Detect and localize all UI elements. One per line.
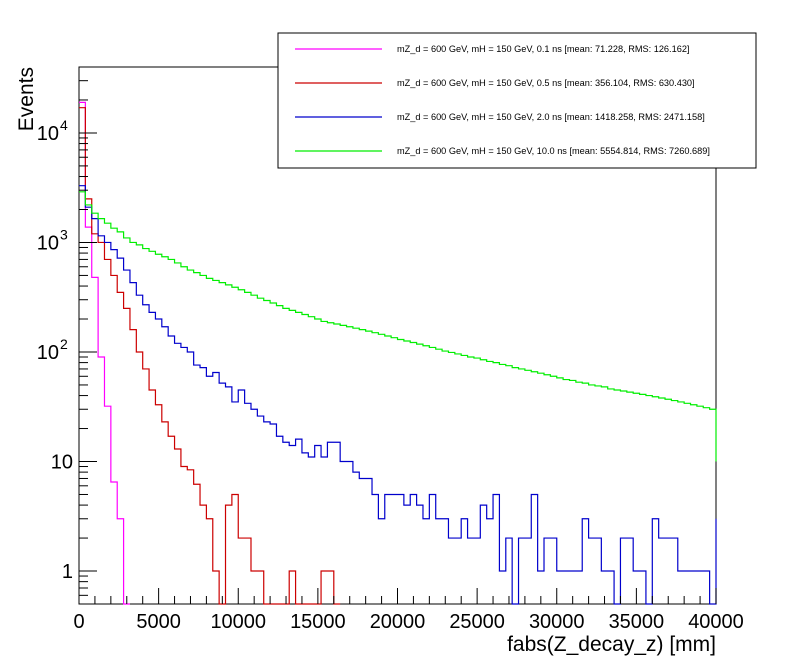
- y-axis-title: Events: [15, 67, 38, 131]
- series-line-4: [79, 191, 717, 462]
- x-tick-label: 25000: [449, 611, 505, 633]
- x-tick-label: 15000: [290, 611, 346, 633]
- x-tick-label: 35000: [609, 611, 665, 633]
- y-tick-label: 10: [51, 452, 73, 474]
- y-tick-exponent: 3: [60, 226, 68, 242]
- x-tick-label: 20000: [370, 611, 426, 633]
- y-tick-label: 10: [37, 123, 59, 145]
- x-tick-label: 40000: [688, 611, 744, 633]
- legend-entries: mZ_d = 600 GeV, mH = 150 GeV, 0.1 ns [me…: [295, 44, 710, 156]
- x-tick-label: 10000: [210, 611, 266, 633]
- legend-box: [277, 32, 757, 169]
- x-tick-label: 5000: [136, 611, 181, 633]
- legend-label-4: mZ_d = 600 GeV, mH = 150 GeV, 10.0 ns [m…: [397, 146, 710, 156]
- y-tick-exponent: 2: [60, 336, 68, 352]
- axis-layer: 0 5000 10000 15000 20000 25000 30000 35000 40000…: [37, 66, 744, 633]
- series-layer: [79, 101, 717, 605]
- legend: mZ_d = 600 GeV, mH = 150 GeV, 0.1 ns [me…: [277, 32, 757, 169]
- y-tick-label: 1: [62, 561, 73, 583]
- legend-label-3: mZ_d = 600 GeV, mH = 150 GeV, 2.0 ns [me…: [397, 112, 705, 122]
- legend-label-2: mZ_d = 600 GeV, mH = 150 GeV, 0.5 ns [me…: [397, 78, 695, 88]
- y-tick-exponent: 4: [60, 117, 68, 133]
- legend-label-1: mZ_d = 600 GeV, mH = 150 GeV, 0.1 ns [me…: [397, 44, 689, 54]
- y-tick-label: 10: [37, 342, 59, 364]
- y-tick-label: 10: [37, 232, 59, 254]
- x-axis-title: fabs(Z_decay_z) [mm]: [507, 633, 716, 656]
- series-line-3: [79, 185, 717, 605]
- x-tick-label: 0: [73, 611, 84, 633]
- series-line-1: [79, 101, 130, 605]
- x-tick-label: 30000: [529, 611, 585, 633]
- series-line-2: [79, 107, 341, 605]
